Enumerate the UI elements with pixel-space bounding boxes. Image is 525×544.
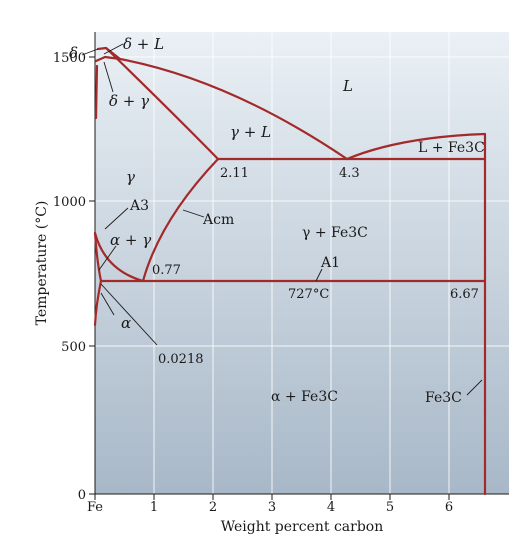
y-tick-label-500: 500	[61, 340, 86, 355]
leader-acm	[182, 209, 205, 218]
y-tick-labels: 0 500 1000 1500	[53, 51, 86, 503]
leader-alpha-plus-gamma	[98, 245, 117, 271]
label-alpha-plus-gamma: α + γ	[110, 231, 151, 249]
label-alpha: α	[121, 314, 131, 332]
leader-0-0218	[100, 283, 158, 346]
label-a1: A1	[320, 255, 340, 271]
leader-a1	[315, 268, 323, 282]
label-alpha-plus-fe3c: α + Fe3C	[271, 389, 338, 405]
label-0-0218: 0.0218	[158, 352, 204, 367]
a3-line	[93, 231, 145, 283]
label-727c: 727°C	[288, 287, 329, 302]
x-tick-label-fe: Fe	[87, 500, 103, 515]
label-gamma-plus-fe3c: γ + Fe3C	[302, 225, 368, 241]
label-gamma-plus-l: γ + L	[230, 123, 271, 141]
x-tick-label-2: 2	[209, 500, 217, 515]
label-0-77: 0.77	[152, 263, 181, 278]
x-tick-labels: Fe 1 2 3 4 5 6	[87, 500, 453, 515]
solidus-line	[104, 46, 220, 161]
label-l: L	[342, 77, 353, 95]
label-delta-plus-l: δ + L	[123, 35, 164, 53]
x-axis-title: Weight percent carbon	[221, 519, 384, 535]
leader-a3	[104, 207, 129, 230]
acm-line	[141, 157, 220, 283]
liquidus-right-and-cementite-line	[345, 132, 487, 496]
leader-fe3c	[466, 379, 483, 396]
x-tick-label-6: 6	[445, 500, 453, 515]
label-2-11: 2.11	[220, 166, 249, 181]
liquidus-left-line	[96, 46, 349, 161]
region-labels: δ + L δ δ + γ L γ + L L + Fe3C γ A3 Acm …	[69, 35, 485, 406]
delta-gamma-boundary	[94, 64, 99, 120]
y-tick-label-1500: 1500	[53, 51, 86, 66]
plot-area	[95, 32, 509, 494]
label-l-plus-fe3c: L + Fe3C	[418, 140, 485, 156]
label-6-67: 6.67	[450, 287, 479, 302]
peritectic-line	[94, 55, 122, 63]
x-tick-label-4: 4	[327, 500, 335, 515]
leader-delta-plus-l	[103, 43, 124, 55]
phase-boundaries	[93, 46, 487, 496]
y-tick-label-1000: 1000	[53, 195, 86, 210]
alpha-solvus-upper-line	[93, 231, 103, 283]
x-tick-label-1: 1	[150, 500, 158, 515]
leader-delta	[81, 48, 99, 56]
label-4-3: 4.3	[339, 166, 360, 181]
label-a3: A3	[129, 198, 149, 214]
x-tick-label-3: 3	[268, 500, 276, 515]
label-delta-plus-gamma: δ + γ	[109, 92, 149, 110]
label-fe3c: Fe3C	[425, 390, 462, 406]
grid-lines	[95, 32, 509, 494]
y-axis-title: Temperature (°C)	[34, 201, 50, 326]
leader-lines	[81, 43, 483, 396]
alpha-solvus-lower-line	[93, 279, 103, 327]
label-delta: δ	[69, 44, 78, 62]
leader-delta-plus-gamma	[103, 61, 114, 93]
y-tick-label-0: 0	[78, 488, 86, 503]
label-gamma: γ	[126, 168, 135, 186]
point-labels: 2.11 4.3 0.77 727°C 6.67 0.0218	[152, 166, 479, 367]
leader-alpha	[100, 292, 115, 316]
axes	[89, 32, 509, 500]
x-tick-label-5: 5	[386, 500, 394, 515]
label-acm: Acm	[202, 212, 234, 228]
